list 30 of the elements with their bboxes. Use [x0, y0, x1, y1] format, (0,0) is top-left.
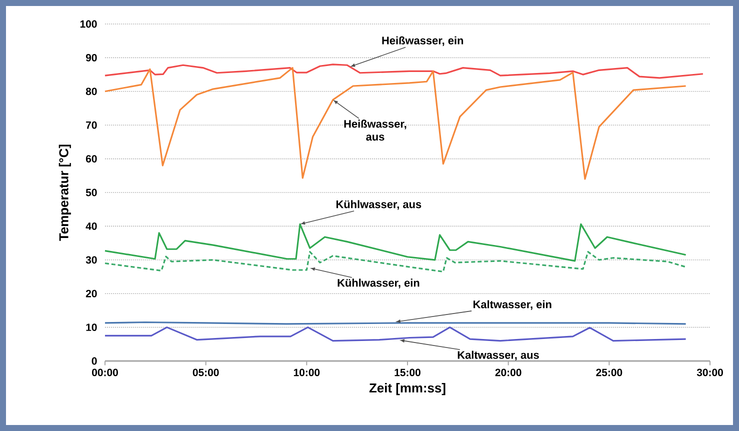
x-tick-label: 00:00	[92, 368, 118, 376]
y-tick-label: 0	[92, 357, 97, 365]
y-tick-label: 80	[86, 88, 97, 96]
y-tick-label: 60	[86, 155, 97, 163]
x-tick-label: 20:00	[495, 368, 522, 376]
y-tick-label: 90	[86, 54, 97, 62]
x-tick-label: 05:00	[192, 368, 219, 376]
y-axis-title: Temperatur [°C]	[58, 144, 71, 241]
x-tick-label: 10:00	[294, 368, 320, 376]
line-series	[104, 326, 687, 342]
line-series	[104, 67, 687, 180]
y-tick-label: 100	[80, 20, 97, 28]
annotation: Kühlwasser, ein	[338, 278, 420, 288]
annotation: Kaltwasser, ein	[474, 300, 552, 310]
x-tick-label: 30:00	[696, 368, 723, 376]
x-axis-title: Zeit [mm:ss]	[369, 383, 446, 396]
annotation: Heißwasser, ein	[382, 36, 464, 46]
annotation: Kühlwasser, aus	[336, 200, 422, 210]
x-tick-label: 15:00	[394, 368, 420, 376]
y-tick-label: 30	[86, 256, 97, 264]
line-series	[104, 251, 687, 272]
x-tick-label: 25:00	[596, 368, 622, 376]
line-series	[104, 64, 704, 79]
y-tick-label: 70	[86, 121, 97, 129]
annotation: Heißwasser, aus	[344, 120, 406, 141]
y-tick-label: 10	[86, 324, 97, 332]
y-tick-label: 40	[86, 222, 97, 230]
y-tick-label: 20	[86, 290, 97, 298]
annotation: Kaltwasser, aus	[458, 350, 539, 360]
y-tick-label: 50	[86, 188, 97, 196]
